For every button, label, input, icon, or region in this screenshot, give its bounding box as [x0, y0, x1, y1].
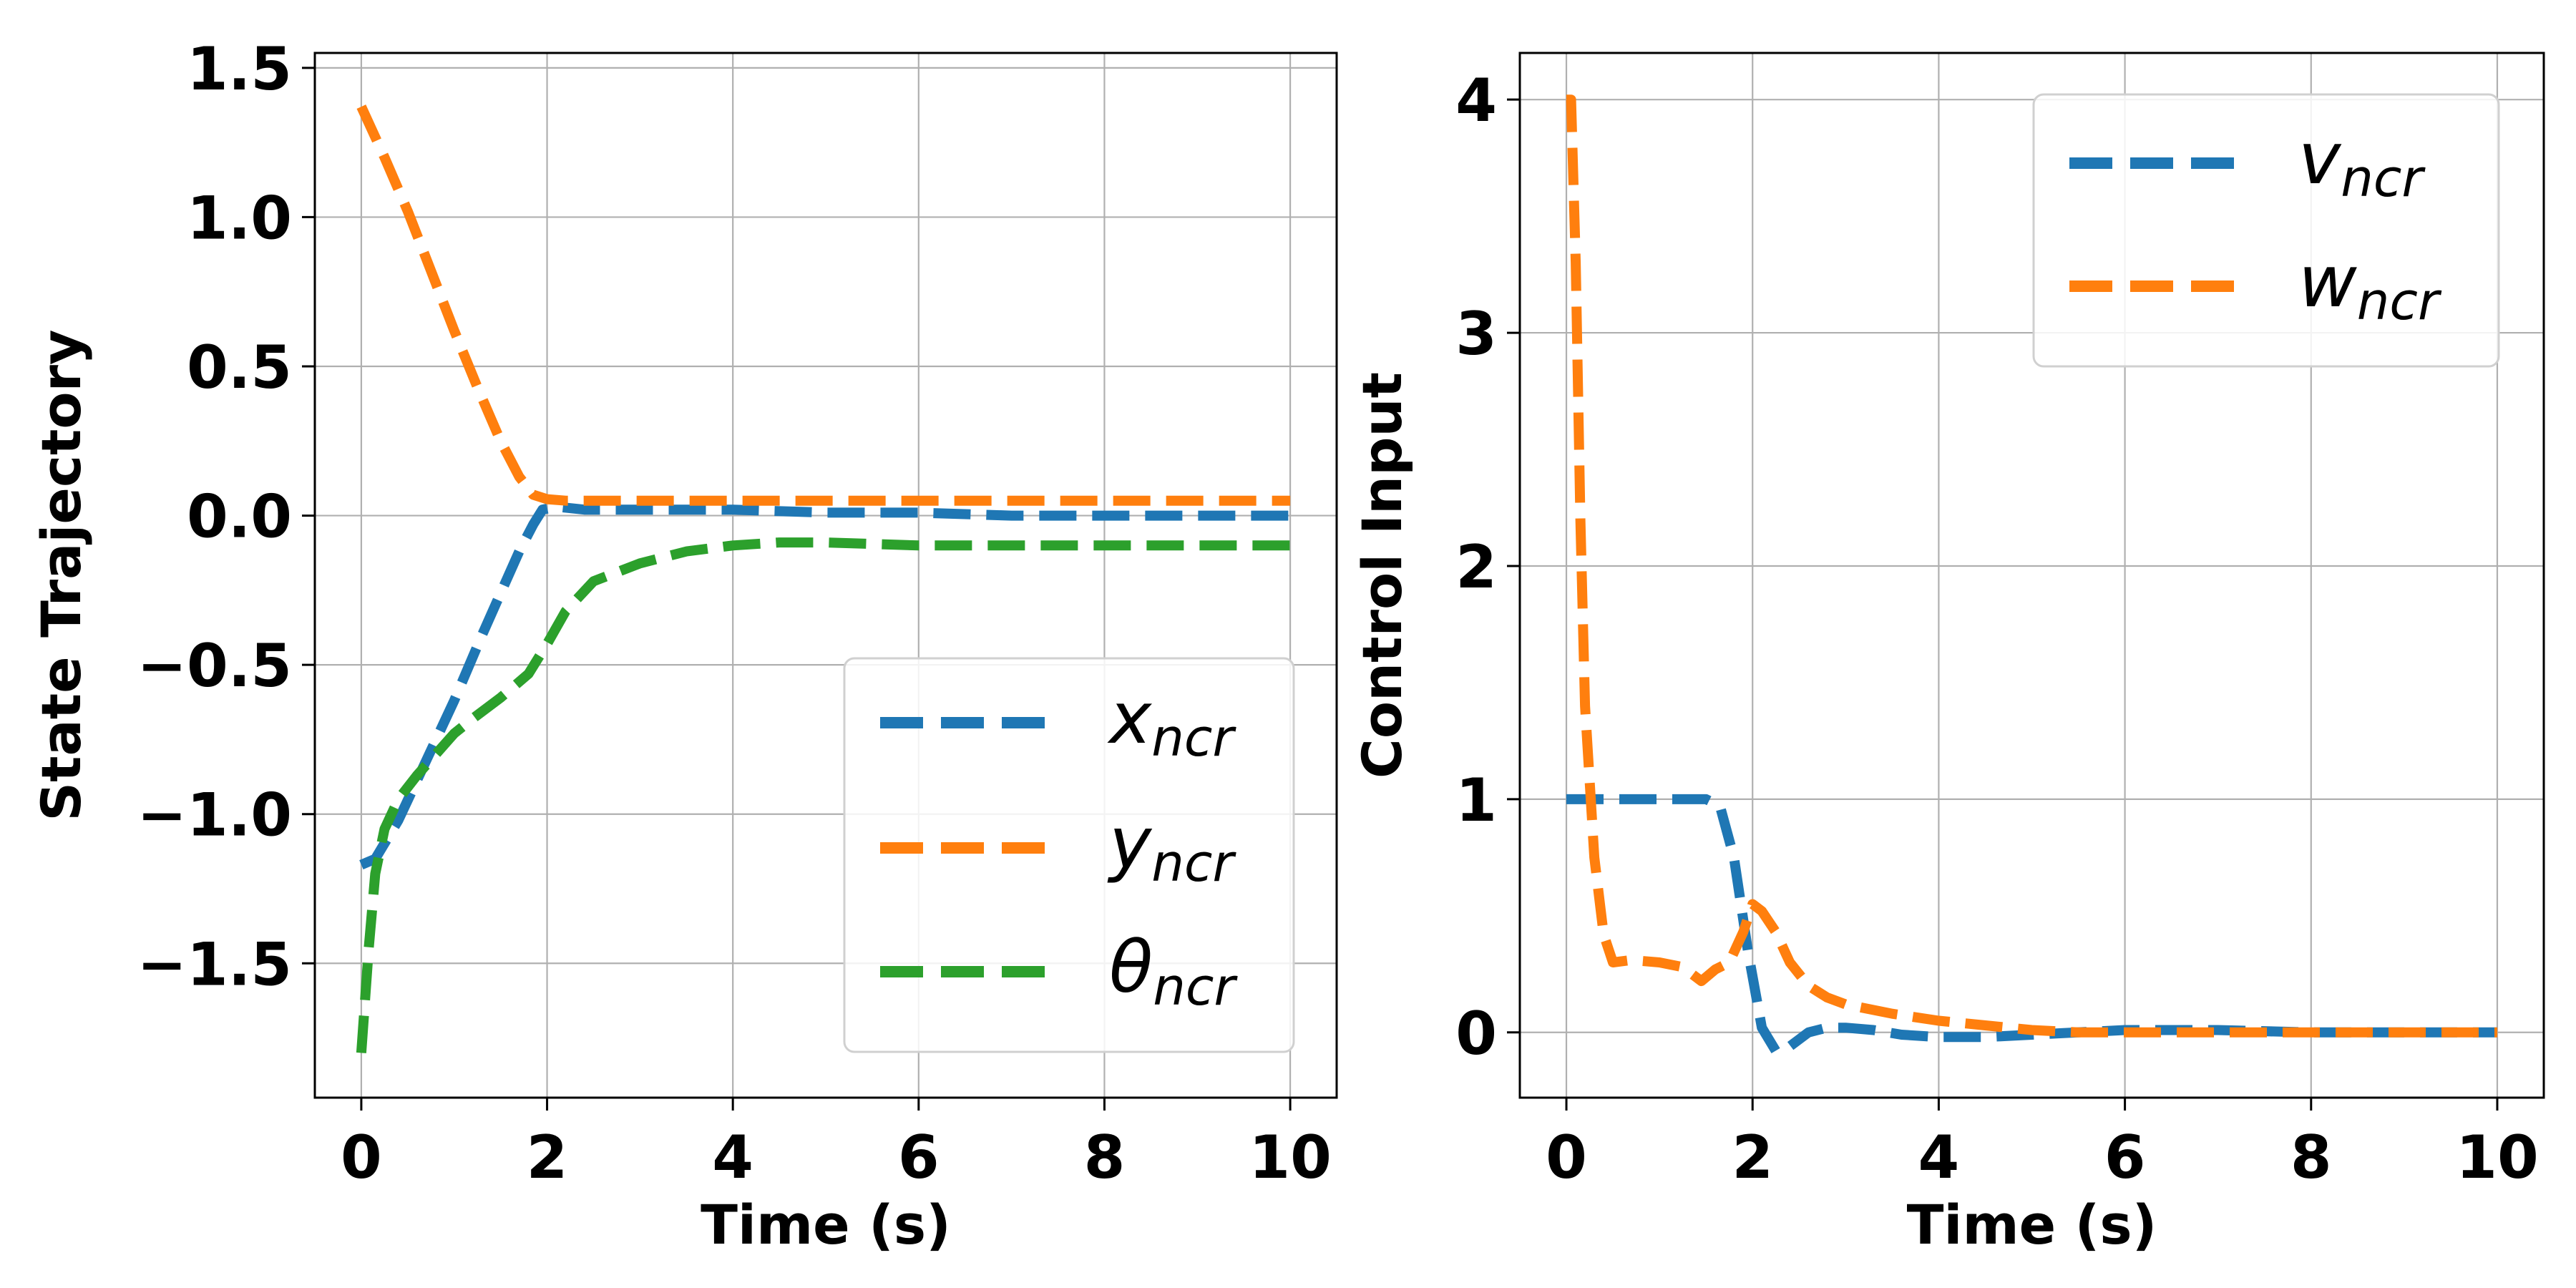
x-tick-label: 8 — [2290, 1123, 2332, 1192]
y-tick-label: 3 — [1455, 299, 1497, 369]
series-line-2 — [356, 537, 1291, 1053]
y-tick-label: 0 — [1455, 999, 1497, 1068]
y-axis-label: Control Input — [1350, 372, 1414, 779]
series-line-1 — [356, 104, 1291, 506]
x-tick-label: 10 — [2456, 1123, 2539, 1192]
legend-symbol: y — [1107, 801, 1153, 885]
legend-symbol: w — [2298, 240, 2357, 323]
y-tick-label: 2 — [1455, 532, 1497, 602]
y-tick-label: 0.0 — [187, 482, 292, 552]
legend-subscript: ncr — [1153, 957, 1238, 1017]
x-tick-label: 8 — [1084, 1123, 1126, 1192]
x-tick-label: 10 — [1249, 1123, 1332, 1192]
series-line-0 — [1566, 794, 2497, 1056]
x-tick-label: 0 — [1546, 1123, 1587, 1192]
y-axis-label: State Trajectory — [29, 329, 93, 821]
y-tick-label: −1.5 — [137, 930, 292, 999]
series-line-0 — [359, 502, 1291, 870]
x-axis-label: Time (s) — [1907, 1193, 2157, 1257]
y-tick-label: −0.5 — [137, 631, 292, 701]
x-tick-label: 4 — [1918, 1123, 1960, 1192]
x-tick-label: 4 — [712, 1123, 753, 1192]
x-axis-label: Time (s) — [701, 1193, 951, 1257]
x-tick-label: 2 — [527, 1123, 568, 1192]
legend-label: yncr — [1107, 801, 1236, 893]
legend-subscript: ncr — [1151, 833, 1236, 893]
legend-label: wncr — [2298, 240, 2442, 331]
x-tick-label: 0 — [341, 1123, 382, 1192]
series-line-1 — [1566, 94, 2497, 1038]
legend-subscript: ncr — [2341, 148, 2426, 208]
x-tick-label: 2 — [1732, 1123, 1773, 1192]
legend-symbol: x — [1107, 676, 1153, 760]
state-trajectory-panel: 0 2 4 6 8 10 1.5 1.0 0.5 0.0 −0.5 −1.0 −1.5 Time (s) S… — [29, 34, 1338, 1257]
legend-subscript: ncr — [1151, 708, 1236, 768]
y-tick-label: 1.0 — [187, 183, 292, 253]
plot-frame — [1518, 52, 2545, 1099]
x-tick-label: 6 — [2104, 1123, 2146, 1192]
legend-symbol: θ — [1109, 925, 1153, 1009]
y-tick-label: −1.0 — [137, 781, 292, 850]
y-tick-label: 0.5 — [187, 333, 292, 402]
legend-subscript: ncr — [2357, 271, 2442, 331]
y-tick-label: 1.5 — [187, 34, 292, 104]
x-tick-label: 6 — [898, 1123, 940, 1192]
legend-label: xncr — [1107, 676, 1236, 768]
plot-frame — [313, 52, 1338, 1099]
legend-symbol: v — [2298, 117, 2342, 200]
y-tick-label: 4 — [1455, 66, 1497, 135]
legend-box — [843, 657, 1295, 1053]
y-tick-label: 1 — [1455, 766, 1497, 835]
legend-label: vncr — [2298, 117, 2426, 208]
legend-label: θncr — [1109, 925, 1238, 1017]
